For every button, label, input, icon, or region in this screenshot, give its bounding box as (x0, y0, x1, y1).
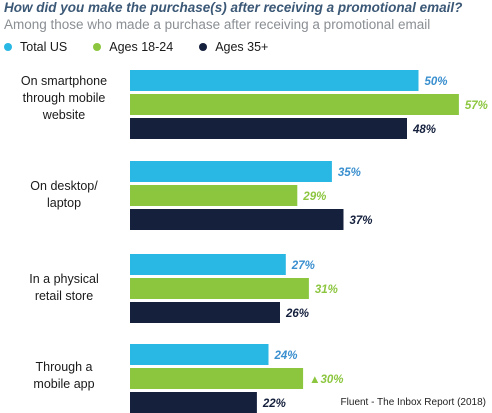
bar-ages-18-24 (130, 185, 298, 206)
bar-total-us (130, 344, 269, 365)
bar-ages-35-plus (130, 302, 280, 323)
bar-ages-18-24 (130, 94, 459, 115)
category-label-mobile-app: Through a mobile app (0, 359, 128, 393)
bar-ages-18-24 (130, 278, 309, 299)
legend-swatch-ages-35-plus (199, 43, 208, 51)
source-note: Fluent - The Inbox Report (2018) (340, 397, 486, 408)
category-label-line: website (42, 108, 86, 122)
category-label-retail-store: In a physical retail store (0, 271, 128, 305)
bar-ages-18-24 (130, 368, 304, 389)
bar-total-us (130, 254, 286, 275)
category-label-line: retail store (34, 289, 94, 303)
value-label-total-us: 27% (291, 260, 315, 272)
value-label-ages-18-24: 29% (302, 191, 326, 203)
category-label-line: On smartphone (20, 74, 108, 88)
value-label-ages-18-24: 31% (315, 284, 338, 296)
legend-swatch-total-us (4, 43, 12, 51)
category-label-line: Through a (35, 360, 93, 374)
value-label-ages-35-plus: 37% (350, 215, 373, 227)
category-label-desktop: On desktop/ laptop (0, 178, 128, 212)
chart-title: How did you make the purchase(s) after r… (4, 0, 463, 15)
category-label-line: laptop (46, 196, 82, 210)
legend-swatch-ages-18-24 (93, 43, 102, 51)
legend-item-ages-18-24: Ages 18-24 (93, 40, 173, 54)
value-label-total-us: 50% (425, 76, 448, 88)
bar-ages-35-plus (130, 118, 407, 139)
value-label-ages-35-plus: 48% (412, 124, 436, 136)
legend-label-ages-35-plus: Ages 35+ (215, 40, 269, 54)
value-label-ages-18-24: 57% (465, 100, 488, 112)
legend: Total US Ages 18-24 Ages 35+ (4, 38, 294, 56)
legend-item-total-us: Total US (4, 40, 67, 54)
chart-subtitle: Among those who made a purchase after re… (4, 17, 431, 32)
bar-ages-35-plus (130, 209, 344, 230)
bar-ages-35-plus (130, 392, 257, 413)
bar-total-us (130, 70, 419, 91)
value-label-ages-35-plus: 26% (285, 308, 309, 320)
category-label-smartphone: On smartphone through mobile website (0, 73, 128, 124)
legend-label-ages-18-24: Ages 18-24 (109, 40, 174, 54)
value-label-total-us: 24% (274, 350, 298, 362)
category-label-line: through mobile (22, 91, 106, 105)
value-label-ages-35-plus: 22% (262, 398, 286, 410)
value-label-total-us: 35% (338, 167, 361, 179)
bar-total-us (130, 161, 332, 182)
legend-label-total-us: Total US (20, 40, 68, 54)
legend-item-ages-35-plus: Ages 35+ (199, 40, 268, 54)
category-label-line: On desktop/ (30, 179, 98, 193)
value-label-ages-18-24: ▲30% (309, 374, 343, 386)
category-label-line: In a physical (29, 272, 99, 286)
category-label-line: mobile app (33, 377, 95, 391)
